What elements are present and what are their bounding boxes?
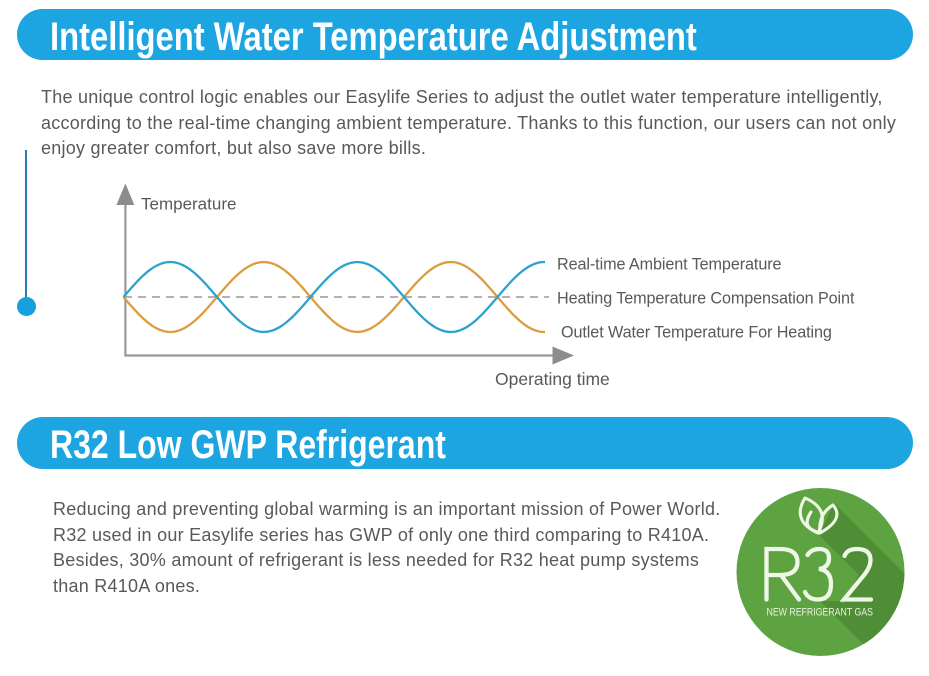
svg-text:Temperature: Temperature [141, 195, 236, 214]
svg-text:Real-time Ambient Temperature: Real-time Ambient Temperature [557, 256, 782, 274]
svg-text:NEW REFRIGERANT GAS: NEW REFRIGERANT GAS [767, 607, 874, 619]
svg-text:Operating time: Operating time [495, 369, 610, 389]
svg-text:Outlet Water Temperature For H: Outlet Water Temperature For Heating [561, 324, 832, 342]
svg-text:Heating Temperature Compensati: Heating Temperature Compensation Point [557, 290, 855, 308]
